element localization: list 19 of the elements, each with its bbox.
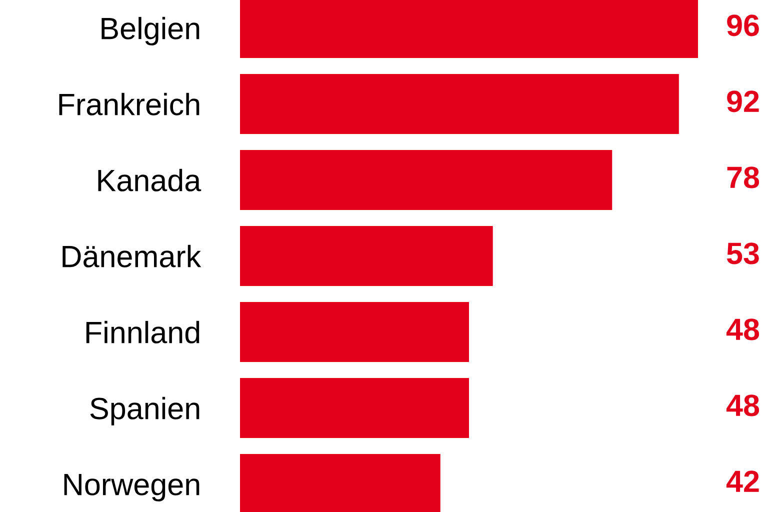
y-tick-label: Norwegen [64,474,200,502]
y-tick-label: Belgien [102,16,200,46]
data-label: 48 [726,318,760,340]
bar [240,150,612,210]
data-label: 92 [727,90,759,112]
data-label: 48 [726,394,760,416]
bar [240,302,469,362]
data-label: 42 [726,470,759,492]
bar [240,226,493,286]
y-tick-label: Finnland [86,320,200,344]
bar [240,74,679,134]
data-label: 53 [726,242,759,264]
y-tick-label: Kanada [98,168,202,192]
y-tick-label: Spanien [90,396,200,426]
y-tick-label: Frankreich [59,92,200,116]
data-label: 96 [727,14,759,36]
bar [240,378,469,438]
y-tick-label: Dänemark [62,244,202,268]
data-label: 78 [727,166,760,188]
